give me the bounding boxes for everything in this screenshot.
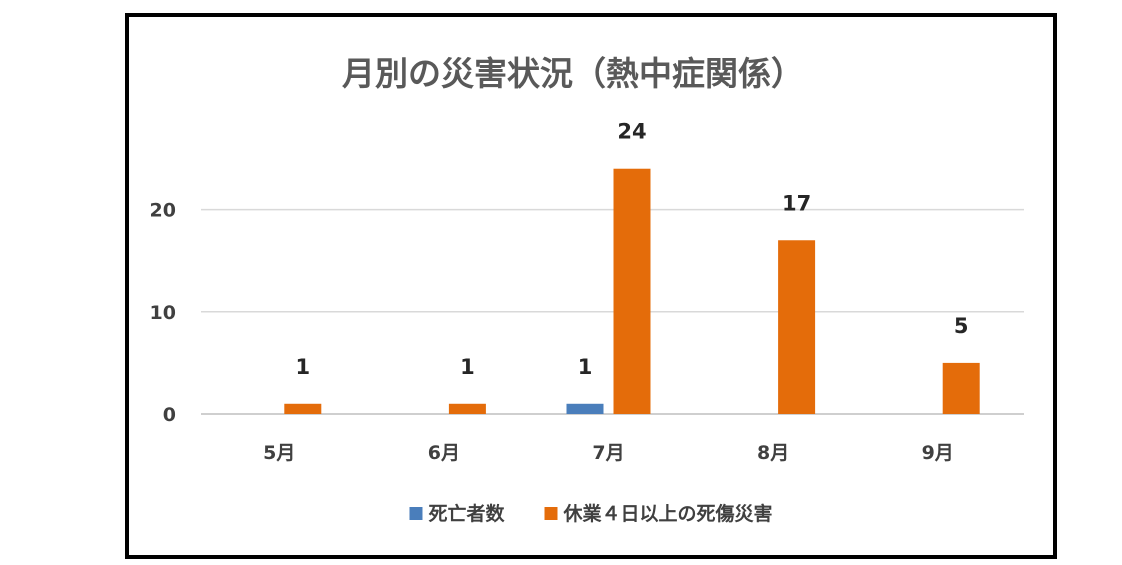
- data-label: 5: [954, 314, 969, 338]
- bar: [778, 240, 816, 414]
- x-tick-label: 6月: [428, 442, 460, 464]
- legend-swatch: [544, 507, 558, 520]
- chart-frame: 月別の災害状況（熱中症関係） 0 10 20 5月 1 6月 1 7月 1 24 8月 17 9月 5 …: [125, 13, 1057, 559]
- data-label: 1: [578, 355, 593, 379]
- bar: [613, 168, 651, 414]
- x-tick-label: 7月: [592, 442, 624, 464]
- data-label: 1: [460, 355, 475, 379]
- legend-label: 休業４日以上の死傷災害: [563, 502, 773, 525]
- bar: [284, 403, 322, 414]
- chart-title: 月別の災害状況（熱中症関係）: [342, 54, 804, 93]
- y-tick-label: 0: [163, 404, 176, 426]
- x-tick-label: 8月: [757, 442, 789, 464]
- bar: [448, 403, 486, 414]
- legend-label: 死亡者数: [428, 502, 505, 525]
- data-label: 1: [295, 355, 310, 379]
- y-tick-label: 10: [150, 302, 176, 324]
- bar: [566, 403, 604, 414]
- data-label: 24: [617, 120, 646, 144]
- x-tick-label: 5月: [263, 442, 295, 464]
- bar: [942, 362, 980, 414]
- data-label: 17: [782, 191, 811, 215]
- x-tick-label: 9月: [922, 442, 954, 464]
- y-tick-label: 20: [150, 200, 176, 222]
- legend-swatch: [409, 507, 423, 520]
